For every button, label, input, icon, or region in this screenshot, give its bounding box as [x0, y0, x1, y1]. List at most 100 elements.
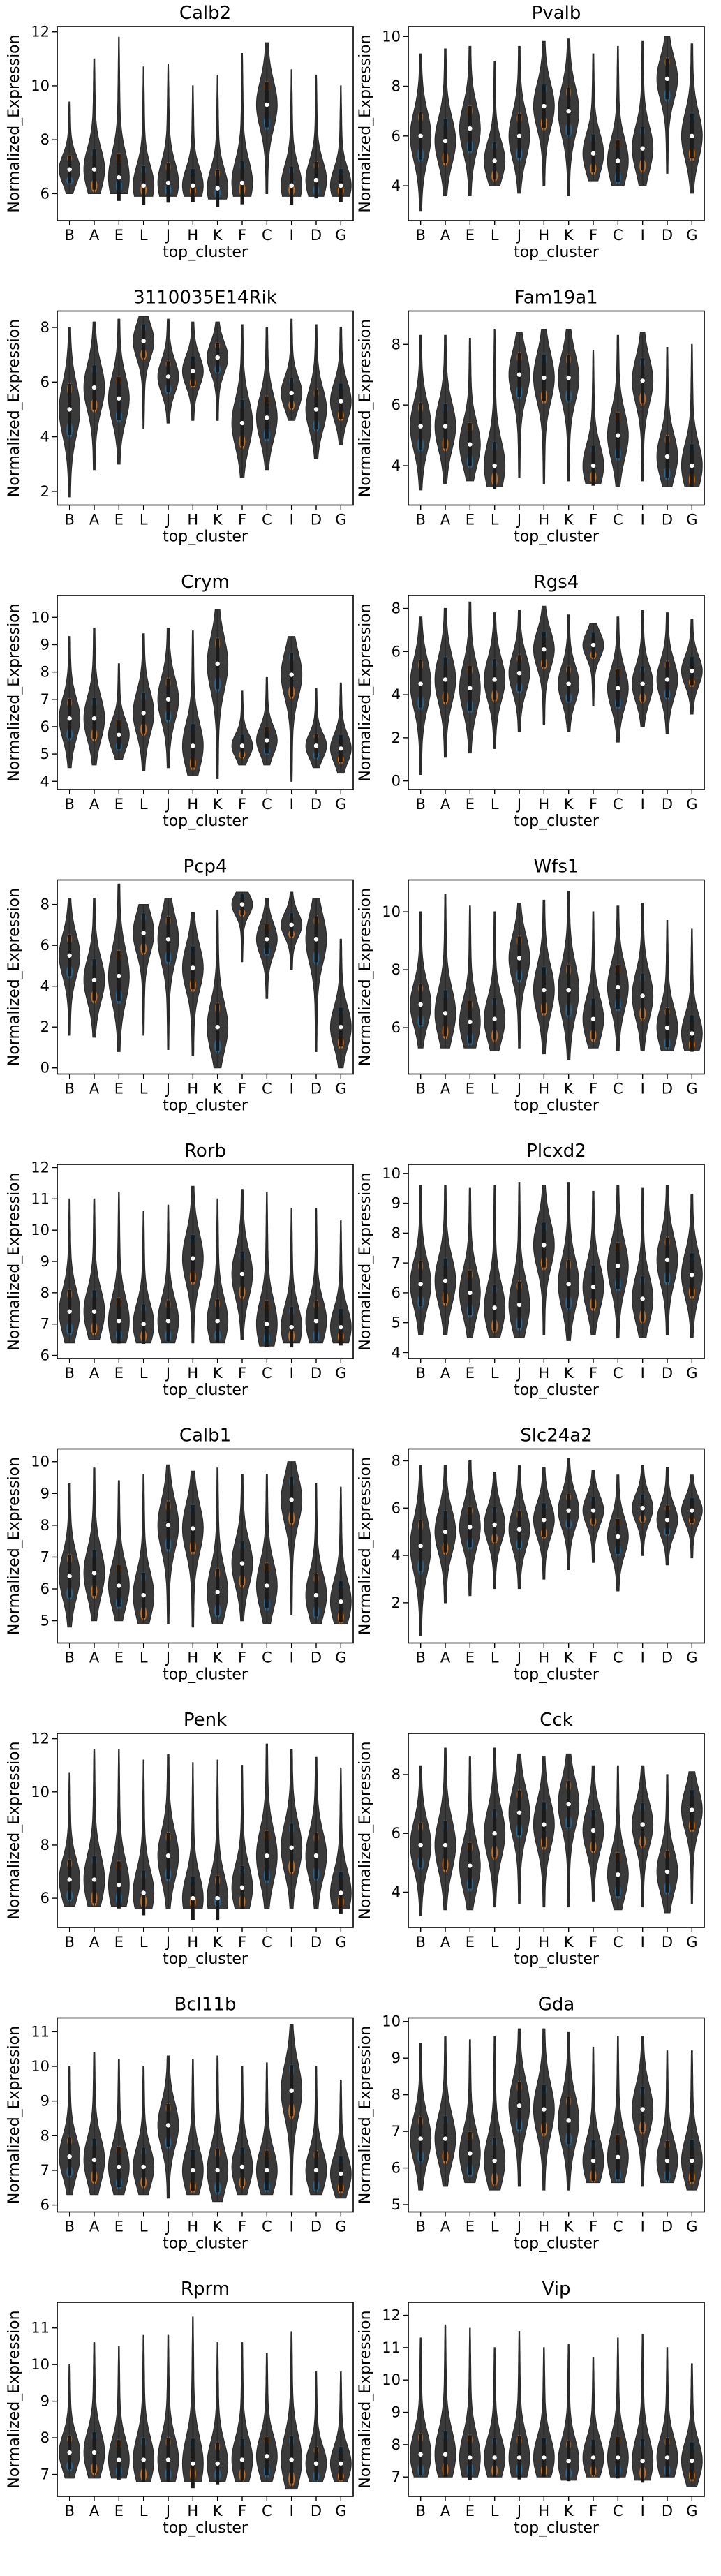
- x-tick-label: E: [114, 1081, 124, 1097]
- x-tick-label: A: [89, 2503, 100, 2519]
- x-tick-label: A: [440, 1934, 451, 1950]
- x-tick-label: K: [213, 796, 223, 813]
- median-dot-K: [566, 2118, 571, 2123]
- x-tick-label: B: [415, 1934, 425, 1950]
- x-tick-label: L: [491, 1650, 499, 1666]
- x-tick-label: G: [335, 2219, 346, 2235]
- x-tick-label: A: [440, 796, 451, 813]
- median-dot-I: [289, 672, 294, 677]
- median-dot-H: [542, 1243, 547, 1248]
- y-tick-label: 8: [392, 78, 401, 95]
- panel-fam19a1: Fam19a1 top_cluster Normalized_Expression 4…: [357, 288, 705, 546]
- median-dot-G: [339, 399, 343, 404]
- x-tick-label: H: [187, 2503, 198, 2519]
- y-tick-label: 10: [382, 2013, 401, 2030]
- median-dot-C: [265, 738, 269, 743]
- y-tick-label: 7: [40, 2466, 50, 2483]
- median-dot-G: [339, 1599, 343, 1604]
- median-dot-H: [191, 1256, 195, 1261]
- panel-penk: Penk top_cluster Normalized_Expression 6 8 10…: [6, 1710, 354, 1968]
- x-tick-label: E: [466, 1081, 475, 1097]
- x-axis-label: top_cluster: [514, 244, 600, 261]
- median-dot-I: [289, 2088, 294, 2093]
- x-tick-label: G: [686, 227, 697, 244]
- x-tick-label: D: [311, 512, 322, 528]
- plot-frame: [57, 595, 354, 790]
- median-dot-B: [418, 681, 423, 686]
- median-dot-J: [165, 1318, 171, 1324]
- median-dot-B: [67, 167, 72, 172]
- panel-title: Slc24a2: [520, 1426, 593, 1446]
- x-tick-label: F: [589, 1081, 597, 1097]
- median-dot-J: [165, 1853, 171, 1858]
- x-tick-label: D: [662, 1934, 673, 1950]
- y-tick-label: 6: [40, 1890, 50, 1907]
- y-tick-label: 10: [31, 1784, 50, 1800]
- median-dot-E: [117, 2457, 121, 2462]
- y-axis-label: Normalized_Expression: [6, 319, 23, 497]
- median-dot-B: [418, 133, 423, 139]
- y-tick-label: 10: [31, 609, 50, 626]
- x-tick-label: K: [213, 2503, 223, 2519]
- x-tick-label: H: [538, 1081, 549, 1097]
- median-dot-B: [67, 716, 72, 721]
- y-tick-label: 8: [392, 1766, 401, 1783]
- plot-frame: [408, 595, 705, 790]
- x-tick-label: F: [589, 227, 597, 244]
- median-dot-G: [690, 668, 694, 674]
- y-tick-label: 7: [392, 1254, 401, 1271]
- x-tick-label: J: [165, 512, 170, 528]
- y-tick-label: 0: [40, 1060, 50, 1076]
- median-dot-B: [418, 1002, 423, 1007]
- x-tick-label: K: [564, 2219, 574, 2235]
- y-axis-label: Normalized_Expression: [357, 603, 374, 781]
- panel-calb1: Calb1 top_cluster Normalized_Expression 5 6 7…: [6, 1426, 354, 1684]
- x-tick-label: C: [613, 1081, 623, 1097]
- median-dot-C: [616, 686, 620, 691]
- x-tick-label: D: [662, 512, 673, 528]
- y-tick-label: 8: [392, 600, 401, 617]
- median-dot-K: [566, 2458, 571, 2464]
- x-tick-label: G: [335, 1365, 346, 1382]
- median-dot-L: [141, 711, 146, 716]
- x-tick-label: G: [335, 1650, 346, 1666]
- x-tick-label: A: [89, 1365, 100, 1382]
- median-dot-I: [289, 1845, 294, 1850]
- x-tick-label: B: [64, 2503, 74, 2519]
- x-tick-label: L: [491, 2219, 499, 2235]
- panel-gda: Gda top_cluster Normalized_Expression 5 6 7 8 9…: [357, 1994, 705, 2253]
- y-tick-label: 11: [382, 2339, 401, 2356]
- median-dot-F: [239, 180, 245, 186]
- panel-wfs1: Wfs1 top_cluster Normalized_Expression 6 8 10…: [357, 857, 705, 1115]
- median-dot-H: [191, 183, 195, 188]
- x-tick-label: A: [440, 2219, 451, 2235]
- median-dot-F: [239, 420, 245, 426]
- median-dot-F: [590, 1016, 596, 1021]
- x-tick-label: L: [140, 512, 148, 528]
- x-tick-label: I: [641, 1934, 645, 1950]
- x-tick-label: H: [187, 1365, 198, 1382]
- median-dot-C: [265, 415, 269, 420]
- median-dot-E: [117, 396, 121, 401]
- x-tick-label: I: [290, 1934, 294, 1950]
- y-tick-label: 8: [392, 336, 401, 353]
- x-tick-label: H: [187, 2219, 198, 2235]
- x-tick-label: A: [440, 1650, 451, 1666]
- y-tick-label: 4: [392, 1547, 401, 1564]
- x-tick-label: A: [89, 512, 100, 528]
- y-tick-label: 0: [392, 773, 401, 790]
- panel-title: Calb1: [179, 1426, 231, 1446]
- x-tick-label: E: [114, 2219, 124, 2235]
- x-tick-label: D: [662, 796, 673, 813]
- median-dot-A: [443, 2452, 448, 2457]
- median-dot-K: [215, 661, 220, 667]
- y-tick-label: 7: [392, 2123, 401, 2140]
- x-tick-label: D: [311, 1650, 322, 1666]
- x-tick-label: D: [311, 1934, 322, 1950]
- x-tick-label: G: [335, 796, 346, 813]
- median-dot-J: [516, 2455, 522, 2460]
- y-tick-label: 9: [40, 636, 50, 653]
- panel-title: Plcxd2: [526, 1141, 586, 1162]
- x-tick-label: C: [262, 512, 272, 528]
- x-tick-label: K: [213, 227, 223, 244]
